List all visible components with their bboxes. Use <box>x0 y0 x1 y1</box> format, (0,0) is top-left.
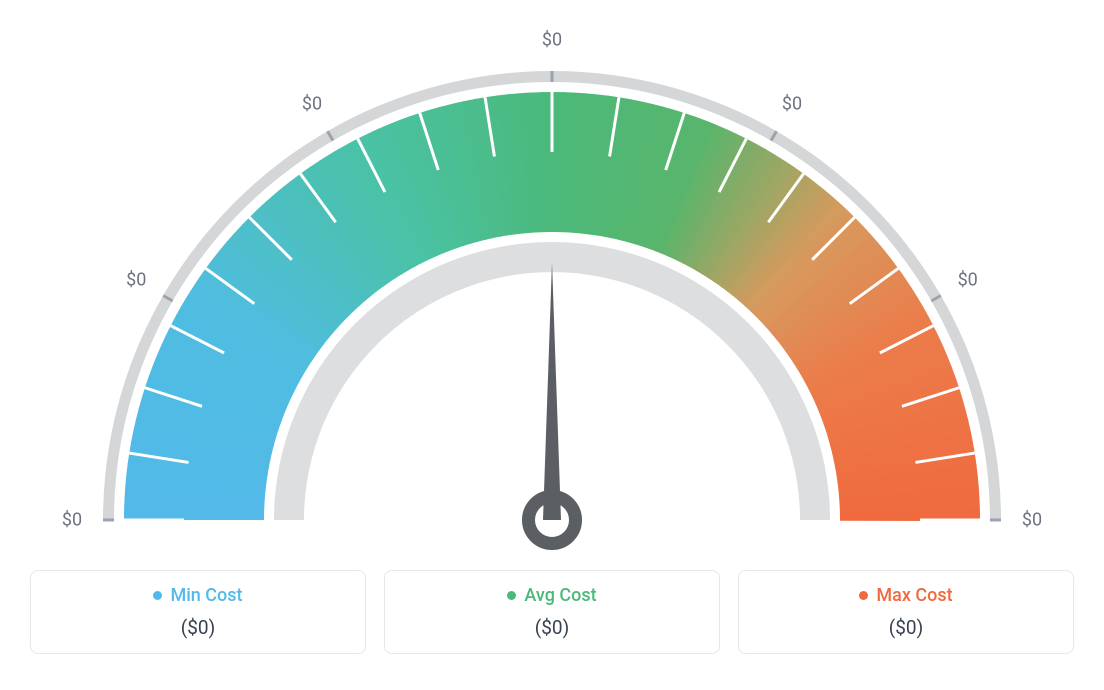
legend-card-min: Min Cost ($0) <box>30 570 366 654</box>
legend-title-max: Max Cost <box>859 585 952 606</box>
legend-card-max: Max Cost ($0) <box>738 570 1074 654</box>
legend-label-max: Max Cost <box>876 585 952 606</box>
legend-value-avg: ($0) <box>535 616 569 639</box>
gauge-tick-label: $0 <box>126 270 146 291</box>
gauge-tick-label: $0 <box>1022 510 1042 531</box>
legend-title-min: Min Cost <box>153 585 242 606</box>
gauge-tick-label: $0 <box>782 94 802 115</box>
gauge-tick-label: $0 <box>542 30 562 51</box>
gauge-tick-label: $0 <box>62 510 82 531</box>
gauge-container: $0 $0 $0 $0 $0 $0 $0 Min Cost ($0) Avg Cost ($… <box>0 0 1104 690</box>
gauge-chart: $0 $0 $0 $0 $0 $0 $0 <box>30 10 1074 570</box>
legend-dot-max <box>859 591 868 600</box>
legend-dot-min <box>153 591 162 600</box>
legend-value-max: ($0) <box>889 616 923 639</box>
legend-dot-avg <box>507 591 516 600</box>
legend-title-avg: Avg Cost <box>507 585 596 606</box>
legend-card-avg: Avg Cost ($0) <box>384 570 720 654</box>
gauge-tick-label: $0 <box>958 270 978 291</box>
gauge-tick-label: $0 <box>302 94 322 115</box>
legend-label-avg: Avg Cost <box>524 585 596 606</box>
legend-label-min: Min Cost <box>170 585 242 606</box>
legend-value-min: ($0) <box>181 616 215 639</box>
gauge-svg <box>30 10 1074 570</box>
legend-row: Min Cost ($0) Avg Cost ($0) Max Cost ($0… <box>30 570 1074 654</box>
